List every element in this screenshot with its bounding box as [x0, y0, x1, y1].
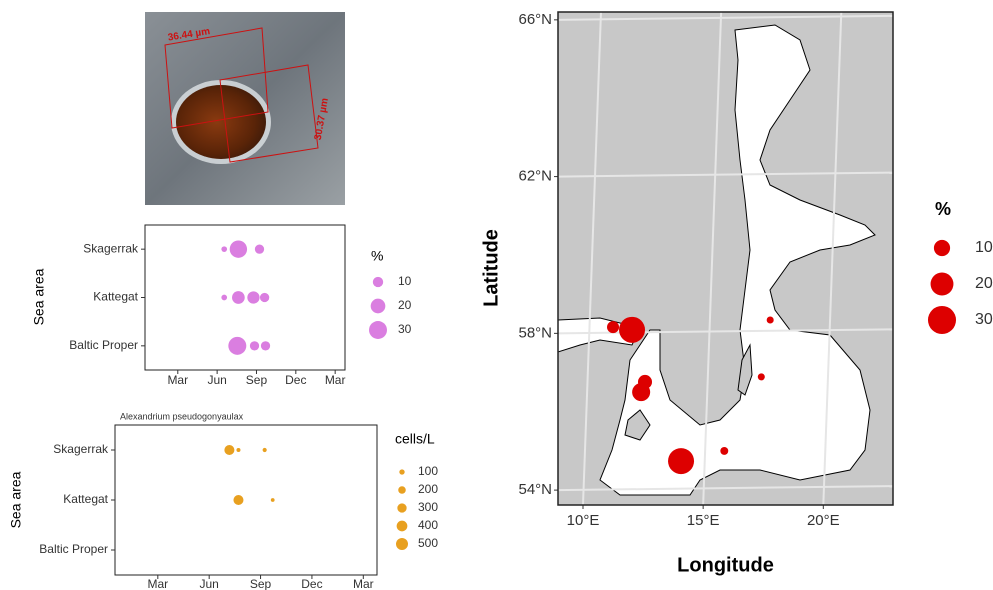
x-tick-label: Jun — [200, 577, 219, 590]
legend-bubble — [928, 306, 956, 334]
y-tick-label: Baltic Proper — [39, 542, 108, 556]
bubble — [250, 341, 259, 350]
x-tick-label: Dec — [285, 373, 306, 387]
cell — [176, 85, 266, 159]
bubble — [619, 317, 645, 343]
bubble — [607, 321, 619, 333]
bubble — [758, 373, 765, 380]
y-tick-label: 66°N — [518, 11, 552, 28]
legend-bubble — [931, 273, 954, 296]
legend-bubble — [369, 321, 387, 339]
x-tick-label: 15°E — [687, 512, 720, 529]
legend-label: 100 — [418, 464, 438, 478]
y-axis-label: Latitude — [480, 229, 502, 307]
bubble — [263, 448, 267, 452]
bubble — [260, 293, 269, 302]
bubble — [247, 291, 259, 303]
legend-bubble — [397, 503, 406, 512]
bubble — [767, 316, 774, 323]
y-axis-label: Sea area — [8, 471, 24, 528]
bubble — [221, 246, 227, 252]
y-tick-label: 62°N — [518, 168, 552, 185]
bubble — [236, 448, 240, 452]
legend-label: 30 — [975, 311, 993, 328]
bubble — [255, 245, 264, 254]
y-axis-label: Sea area — [31, 268, 47, 325]
y-tick-label: 54°N — [518, 481, 552, 498]
legend-bubble — [396, 538, 408, 550]
legend-label: 30 — [398, 322, 412, 336]
x-tick-label: 10°E — [567, 512, 600, 529]
x-tick-label: Sep — [246, 373, 268, 387]
plot-frame — [115, 425, 377, 575]
legend-bubble — [397, 521, 408, 532]
legend-label: 500 — [418, 536, 438, 550]
bubble — [233, 495, 243, 505]
legend-title: % — [371, 248, 383, 264]
figure: 36.44 µm 30.37 µm Mar Jun Sep Dec Mar Skagerr… — [0, 0, 993, 590]
bubble — [221, 295, 227, 301]
y-tick-label: Kattegat — [63, 492, 108, 506]
x-tick-label: Mar — [167, 373, 188, 387]
bubble — [230, 240, 247, 257]
bubble — [228, 337, 246, 355]
micrograph: 36.44 µm 30.37 µm — [145, 12, 345, 205]
x-tick-label: Mar — [325, 373, 346, 387]
bubble — [232, 291, 245, 304]
x-tick-label: Mar — [147, 577, 168, 590]
x-tick-label: Mar — [353, 577, 374, 590]
legend-bubble — [934, 240, 950, 256]
legend-label: 300 — [418, 500, 438, 514]
x-tick-label: Sep — [250, 577, 272, 590]
bubble — [668, 448, 694, 474]
legend-title: % — [935, 199, 951, 219]
legend-label: 20 — [398, 298, 412, 312]
y-tick-label: Baltic Proper — [69, 338, 138, 352]
legend-bubble — [399, 469, 404, 474]
legend-bubble — [373, 277, 383, 287]
y-tick-label: Skagerrak — [53, 442, 109, 456]
x-axis-label: Longitude — [677, 554, 774, 576]
legend-label: 10 — [398, 274, 412, 288]
y-tick-label: 58°N — [518, 324, 552, 341]
x-tick-label: Jun — [207, 373, 226, 387]
y-tick-label: Kattegat — [93, 290, 138, 304]
bubble — [632, 383, 650, 401]
legend-label: 200 — [418, 482, 438, 496]
legend-label: 10 — [975, 239, 993, 256]
x-tick-label: 20°E — [807, 512, 840, 529]
bubble — [720, 447, 728, 455]
y-tick-label: Skagerrak — [83, 241, 139, 255]
x-tick-label: Dec — [301, 577, 322, 590]
legend-label: 20 — [975, 275, 993, 292]
bubble — [271, 498, 275, 502]
chart-title: Alexandrium pseudogonyaulax — [120, 411, 244, 421]
legend-bubble — [398, 486, 406, 494]
legend-bubble — [371, 299, 386, 314]
legend-title: cells/L — [395, 431, 435, 447]
legend-label: 400 — [418, 518, 438, 532]
bubble — [261, 341, 270, 350]
bubble — [224, 445, 234, 455]
